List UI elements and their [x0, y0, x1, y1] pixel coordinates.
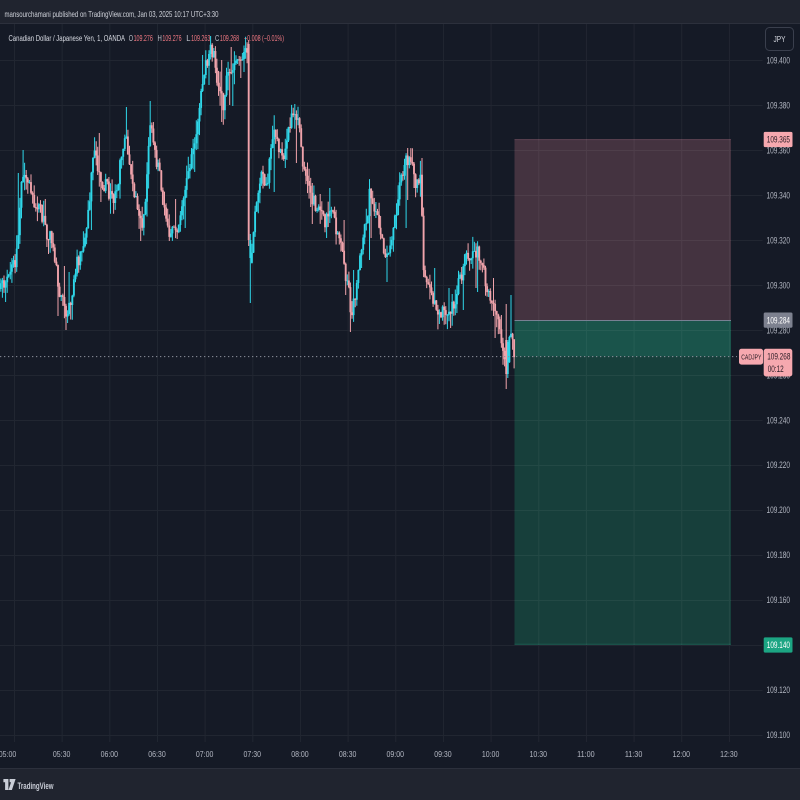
- svg-text:109.268: 109.268: [767, 351, 790, 361]
- svg-text:Canadian Dollar / Japanese Yen: Canadian Dollar / Japanese Yen, 1, OANDA: [9, 34, 126, 43]
- svg-text:JPY: JPY: [774, 35, 787, 44]
- svg-text:09:00: 09:00: [387, 749, 405, 759]
- svg-text:06:00: 06:00: [101, 749, 119, 759]
- svg-text:11:00: 11:00: [577, 749, 595, 759]
- svg-text:10:00: 10:00: [482, 749, 500, 759]
- svg-text:109.340: 109.340: [767, 190, 791, 200]
- svg-text:109.360: 109.360: [767, 146, 791, 156]
- svg-text:109.284: 109.284: [767, 315, 790, 325]
- svg-text:−0.008 (−0.01%): −0.008 (−0.01%): [244, 34, 284, 43]
- svg-text:109.160: 109.160: [767, 595, 791, 605]
- svg-text:109.100: 109.100: [767, 730, 791, 740]
- svg-text:O: O: [129, 34, 133, 43]
- svg-text:109.268: 109.268: [220, 34, 240, 43]
- svg-text:109.400: 109.400: [767, 56, 791, 66]
- svg-text:109.320: 109.320: [767, 235, 791, 245]
- svg-text:109.220: 109.220: [767, 460, 791, 470]
- svg-text:109.365: 109.365: [767, 135, 790, 145]
- svg-text:08:30: 08:30: [339, 749, 357, 759]
- svg-text:109.300: 109.300: [767, 280, 791, 290]
- svg-text:109.200: 109.200: [767, 505, 791, 515]
- svg-text:11:30: 11:30: [625, 749, 643, 759]
- svg-text:109.276: 109.276: [134, 34, 154, 43]
- svg-text:00:12: 00:12: [768, 364, 784, 374]
- svg-text:07:30: 07:30: [244, 749, 262, 759]
- svg-text:H: H: [158, 34, 162, 43]
- svg-text:109.120: 109.120: [767, 685, 791, 695]
- svg-text:09:30: 09:30: [434, 749, 452, 759]
- svg-text:05:00: 05:00: [0, 749, 16, 759]
- svg-text:109.280: 109.280: [767, 325, 791, 335]
- svg-text:109.380: 109.380: [767, 101, 791, 111]
- svg-text:C: C: [215, 34, 219, 43]
- svg-text:109.240: 109.240: [767, 415, 791, 425]
- svg-text:109.140: 109.140: [767, 640, 790, 650]
- svg-text:12:30: 12:30: [720, 749, 738, 759]
- svg-text:109.276: 109.276: [162, 34, 182, 43]
- svg-text:L: L: [186, 34, 191, 43]
- svg-text:TradingView: TradingView: [18, 781, 55, 791]
- svg-text:109.263: 109.263: [191, 34, 211, 43]
- svg-text:07:00: 07:00: [196, 749, 214, 759]
- svg-text:05:30: 05:30: [53, 749, 71, 759]
- svg-text:08:00: 08:00: [291, 749, 309, 759]
- svg-text:10:30: 10:30: [530, 749, 548, 759]
- svg-text:06:30: 06:30: [148, 749, 166, 759]
- svg-text:CADJPY: CADJPY: [741, 353, 761, 362]
- svg-text:109.180: 109.180: [767, 550, 791, 560]
- svg-text:12:00: 12:00: [672, 749, 690, 759]
- svg-text:mansourchamani published on Tr: mansourchamani published on TradingView.…: [5, 9, 219, 19]
